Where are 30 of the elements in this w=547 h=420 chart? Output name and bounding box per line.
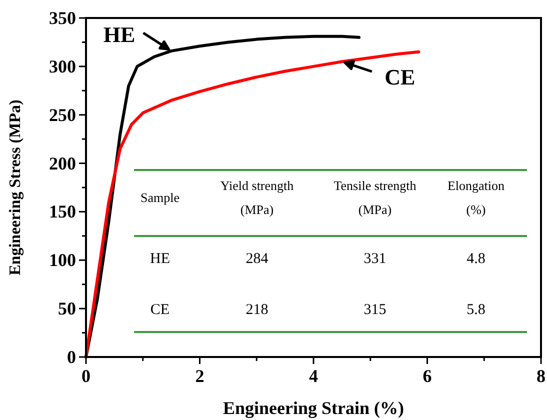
y-tick-label: 350 xyxy=(49,8,76,28)
y-tick-label: 50 xyxy=(58,298,76,319)
y-tick-label: 150 xyxy=(49,202,76,222)
line-series xyxy=(84,50,420,358)
x-tick-label: 4 xyxy=(309,366,318,386)
annotation: 315 xyxy=(364,302,386,318)
annotation: CE xyxy=(384,64,416,90)
annotation: HE xyxy=(103,22,136,47)
annotation: 284 xyxy=(246,251,269,267)
annotation: Tensile strength (MPa) xyxy=(334,178,417,217)
annotation: HE xyxy=(150,251,170,267)
y-tick-label: 100 xyxy=(49,250,76,270)
annotation: 5.8 xyxy=(466,302,486,318)
annotation: CE xyxy=(150,302,170,318)
x-tick-label: 0 xyxy=(82,366,90,386)
annotation: Elongation (%) xyxy=(447,178,506,217)
x-tick-label: 2 xyxy=(195,366,204,386)
y-axis-title: Engineering Stress (MPa) xyxy=(7,100,24,276)
annotation: 4.8 xyxy=(466,251,486,267)
annotation: 331 xyxy=(364,251,386,267)
x-axis-title: Engineering Strain (%) xyxy=(222,398,404,418)
annotation: Sample xyxy=(140,190,180,205)
annotation: Yield strength (MPa) xyxy=(220,178,294,217)
y-tick-label: 250 xyxy=(49,104,76,125)
y-tick-label: 300 xyxy=(49,56,76,76)
x-tick-label: 8 xyxy=(536,366,546,386)
annotation: 218 xyxy=(246,302,268,318)
y-tick-label: 200 xyxy=(49,153,76,174)
x-tick-label: 6 xyxy=(422,366,432,386)
y-tick-label: 0 xyxy=(67,347,76,367)
